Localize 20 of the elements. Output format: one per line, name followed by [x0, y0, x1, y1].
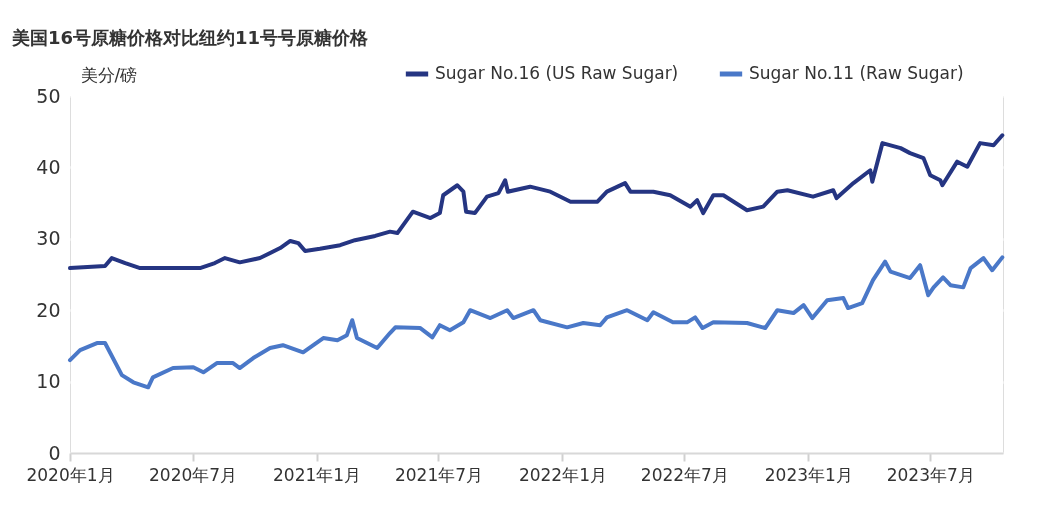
x-tick-label: 2021年1月: [273, 464, 362, 485]
line-series: [68, 255, 1005, 390]
x-tick-label: 2023年1月: [764, 464, 853, 485]
x-tick-label: 2023年7月: [886, 464, 975, 485]
y-tick-label: 30: [36, 227, 61, 250]
x-tick-label: 2020年1月: [26, 464, 115, 485]
y-tick-label: 50: [36, 84, 61, 107]
y-tick-label: 0: [48, 441, 61, 464]
chart-title: 美国16号原糖价格对比纽约11号号原糖价格: [11, 27, 370, 48]
y-axis-title: 美分/磅: [80, 64, 138, 85]
x-tick-label: 2020年7月: [149, 464, 238, 485]
y-tick-label: 40: [36, 155, 61, 178]
legend-label: Sugar No.11 (Raw Sugar): [749, 63, 964, 83]
x-tick-label: 2022年1月: [518, 464, 607, 485]
line-series: [68, 133, 1005, 271]
y-tick-label: 20: [36, 298, 61, 321]
legend-label: Sugar No.16 (US Raw Sugar): [435, 63, 679, 83]
x-tick-label: 2022年7月: [640, 464, 729, 485]
x-tick-label: 2021年7月: [394, 464, 484, 485]
y-tick-label: 10: [36, 370, 61, 393]
